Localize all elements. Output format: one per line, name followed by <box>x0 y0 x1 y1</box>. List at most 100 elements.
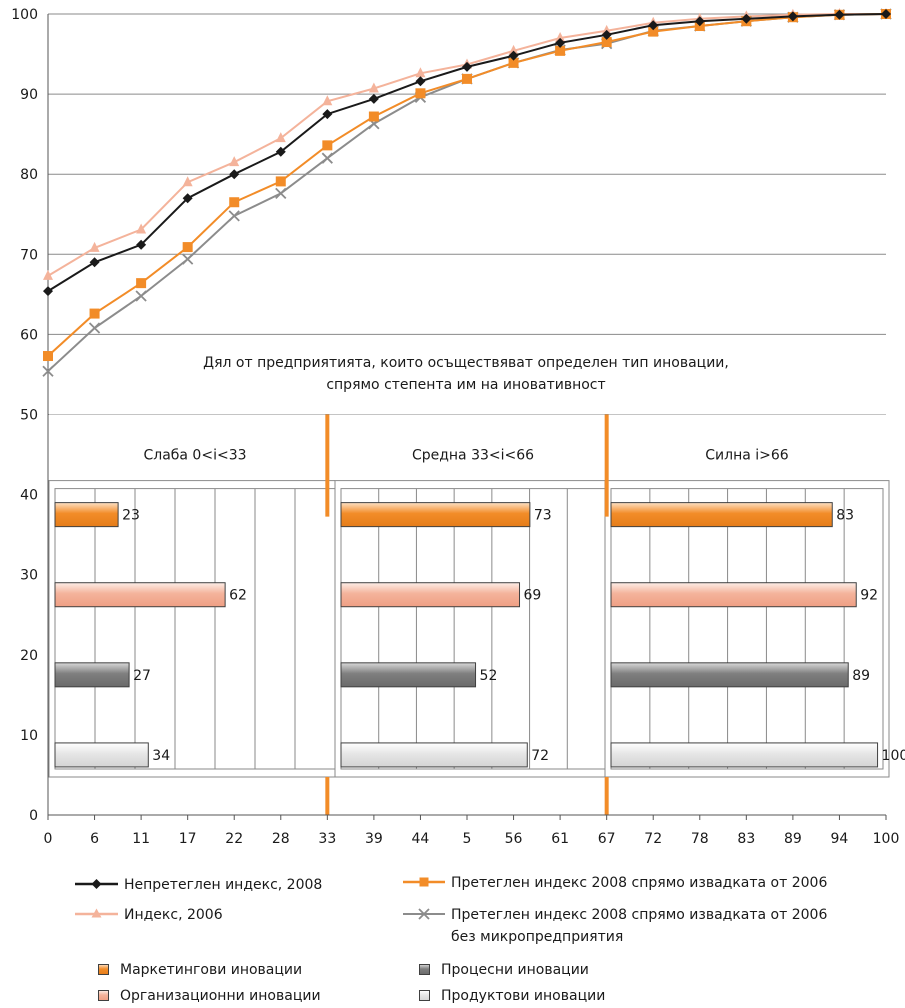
data-point <box>555 45 566 56</box>
bar-value-label: 72 <box>531 748 549 764</box>
legend-label-weighted-2008: Претеглен индекс 2008 спрямо извадката о… <box>451 875 827 891</box>
data-point <box>42 365 54 377</box>
data-point <box>508 57 519 68</box>
bar <box>610 582 857 608</box>
y-tick-label: 100 <box>11 7 38 23</box>
data-point <box>368 82 379 93</box>
x-tick-label: 89 <box>784 831 802 847</box>
legend-label-organizational: Организационни иновации <box>120 988 321 1004</box>
y-tick-label: 50 <box>20 408 38 424</box>
data-point <box>43 286 53 297</box>
data-point <box>555 32 566 43</box>
legend-x-icon <box>418 908 430 920</box>
y-tick-label: 20 <box>20 648 38 664</box>
legend-label-weighted-no-micro-1: Претеглен индекс 2008 спрямо извадката о… <box>451 907 827 923</box>
data-point <box>601 24 612 35</box>
data-point <box>182 193 193 204</box>
data-point <box>43 269 53 280</box>
x-tick-label: 56 <box>505 831 523 847</box>
x-tick-label: 83 <box>737 831 755 847</box>
legend-box-marketing <box>98 964 109 975</box>
y-tick-label: 90 <box>20 87 38 103</box>
data-point <box>136 278 147 289</box>
bar <box>340 582 521 608</box>
data-point <box>648 26 659 37</box>
data-point <box>275 176 286 187</box>
bar-value-label: 62 <box>229 588 247 604</box>
data-point <box>462 73 472 84</box>
y-tick-label: 70 <box>20 247 38 263</box>
x-tick-label: 44 <box>412 831 430 847</box>
data-point <box>787 11 798 22</box>
panel-frame <box>604 480 890 778</box>
x-tick-label: 94 <box>831 831 849 847</box>
data-point <box>135 290 147 302</box>
legend-label-unweighted-2008: Непретеглен индекс, 2008 <box>124 877 322 893</box>
bar-value-label: 83 <box>836 508 854 524</box>
bar-value-label: 69 <box>524 588 542 604</box>
bar <box>54 502 119 528</box>
bar <box>340 662 477 688</box>
data-point <box>182 176 193 187</box>
y-tick-label: 10 <box>20 728 38 744</box>
panel-label: Силна i>66 <box>705 448 789 464</box>
legend-label-product: Продуктови иновации <box>441 988 605 1004</box>
legend-square-icon <box>419 877 429 887</box>
x-tick-label: 39 <box>365 831 383 847</box>
bar-legend: Маркетингови иновации Процесни иновации … <box>98 962 605 1004</box>
bar <box>54 582 226 608</box>
bar-value-label: 100 <box>882 748 905 764</box>
x-tick-label: 17 <box>179 831 197 847</box>
panel-label: Слаба 0<i<33 <box>143 448 246 464</box>
bar-panels: Слаба 0<i<33 23 62 27 34 Средна 33<i<66 73 69 52… <box>48 414 905 815</box>
bar-value-label: 27 <box>133 668 151 684</box>
x-tick-label: 6 <box>90 831 99 847</box>
data-point <box>136 239 147 250</box>
legend-label-index-2006: Индекс, 2006 <box>124 907 223 923</box>
data-point <box>89 308 100 319</box>
line-legend: Непретеглен индекс, 2008 Индекс, 2006 Пр… <box>75 875 827 945</box>
panel-plot-area <box>610 488 884 770</box>
data-point <box>89 257 100 268</box>
data-point <box>182 242 193 253</box>
bar <box>610 662 849 688</box>
y-tick-label: 80 <box>20 167 38 183</box>
data-point <box>881 9 891 19</box>
data-point <box>43 351 53 362</box>
bar <box>610 502 833 528</box>
series-line <box>47 13 887 292</box>
y-tick-label: 30 <box>20 568 38 584</box>
legend-label-weighted-no-micro-2: без микропредприятия <box>451 929 623 945</box>
chart-title-line-2: спрямо степента им на иновативност <box>326 377 605 393</box>
axes: 0 10 20 30 40 50 60 70 80 90 100 0 6 11 17 22 28 33 39 44 5 5… <box>11 7 899 847</box>
legend-box-product <box>419 990 430 1001</box>
data-point <box>322 109 333 120</box>
data-point <box>694 16 705 27</box>
legend-diamond-icon <box>91 879 102 889</box>
x-tick-label: 100 <box>873 831 900 847</box>
data-point <box>275 132 286 143</box>
data-point <box>229 197 240 208</box>
data-point <box>275 146 286 157</box>
legend-box-process <box>419 964 430 975</box>
data-point <box>834 9 845 20</box>
x-tick-label: 22 <box>225 831 243 847</box>
bar-value-label: 89 <box>852 668 870 684</box>
bar-value-label: 34 <box>152 748 170 764</box>
data-point <box>415 67 426 78</box>
x-tick-label: 61 <box>551 831 569 847</box>
data-point <box>136 223 147 234</box>
data-point <box>89 241 100 252</box>
data-point <box>228 210 240 222</box>
bar-value-label: 92 <box>860 588 878 604</box>
data-point <box>741 13 752 24</box>
bar <box>54 742 149 768</box>
data-point <box>648 20 659 31</box>
data-point <box>508 50 519 61</box>
x-tick-label: 0 <box>44 831 53 847</box>
y-tick-label: 0 <box>29 808 38 824</box>
legend-triangle-icon <box>91 908 102 918</box>
data-point <box>182 253 194 265</box>
legend-label-process: Процесни иновации <box>441 962 589 978</box>
